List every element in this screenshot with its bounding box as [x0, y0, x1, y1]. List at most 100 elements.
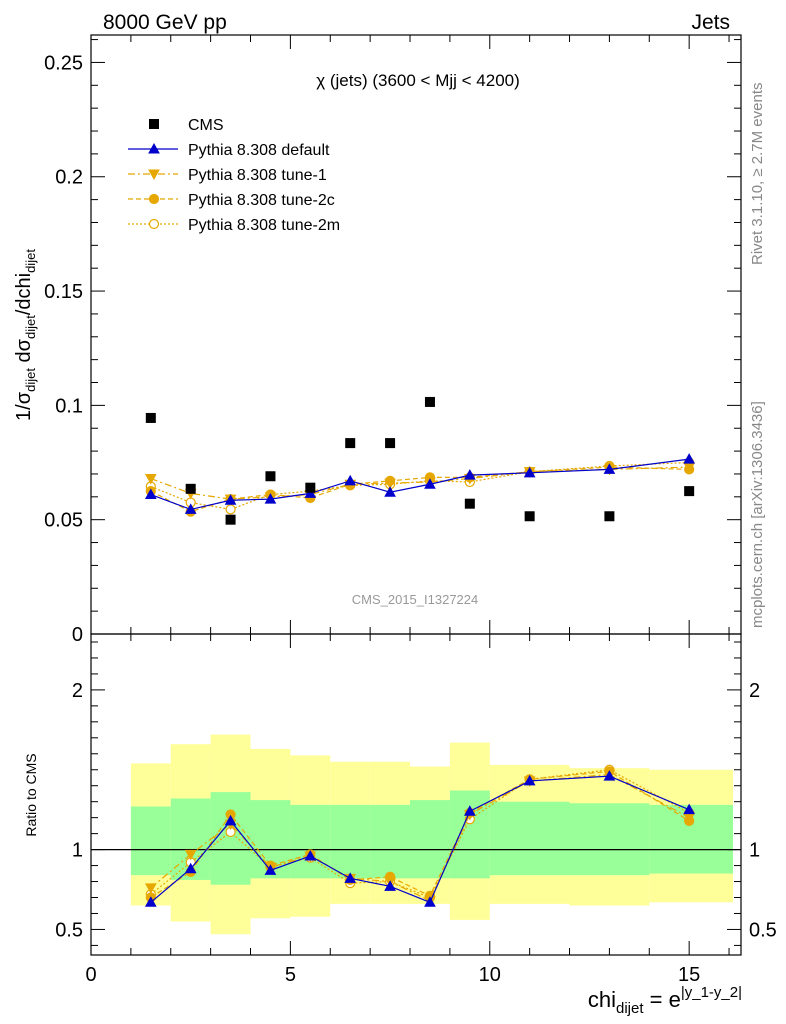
- ratio-band-inner: [489, 801, 570, 876]
- ratio-point-default: [304, 849, 317, 861]
- cms-point: [305, 482, 316, 493]
- ratio-band-inner: [290, 804, 331, 879]
- xlabel-base: chi: [588, 987, 616, 1012]
- ylabel-sub3: dijet: [23, 249, 38, 273]
- ylabel-sub1: dijet: [23, 368, 38, 392]
- ylabel-mid: dσ: [13, 338, 35, 368]
- legend-marker-default: [148, 142, 160, 154]
- ratio-point-default: [683, 803, 696, 815]
- legend-item-default: Pythia 8.308 default: [128, 142, 330, 159]
- legend-label: Pythia 8.308 tune-1: [188, 167, 327, 184]
- header-left: 8000 GeV pp: [103, 11, 227, 34]
- y-tick-label-main: 0: [72, 624, 83, 646]
- legend-item-tune2m: Pythia 8.308 tune-2m: [128, 217, 340, 234]
- cms-point: [225, 514, 236, 525]
- x-tick-label: 5: [285, 964, 296, 986]
- legend-item-tune1: Pythia 8.308 tune-1: [128, 167, 327, 184]
- xlabel-sup: |y_1-y_2|: [681, 984, 742, 1001]
- ratio-point-default: [603, 770, 616, 781]
- ratio-point-default: [144, 896, 157, 907]
- ratio-point-default: [264, 864, 277, 875]
- ratio-frame: [90, 633, 742, 956]
- x-tick-label: 10: [479, 964, 501, 986]
- cms-point: [684, 486, 695, 497]
- legend-marker-cms: [149, 119, 159, 129]
- ratio-point-default: [344, 872, 357, 883]
- cms-point: [464, 498, 475, 509]
- ratio-point-default: [424, 896, 436, 907]
- y-tick-label-ratio-right: 2: [749, 680, 760, 702]
- y-tick-label-main: 0.05: [44, 510, 83, 532]
- x-tick-label: 0: [85, 964, 96, 986]
- ratio-point-default: [184, 862, 197, 874]
- main-line-tune2c: [150, 466, 690, 513]
- cms-point: [604, 511, 615, 522]
- main-point-default: [264, 493, 277, 504]
- ylabel-prefix: 1/σ: [13, 391, 35, 421]
- y-tick-label-ratio-right: 1: [749, 840, 760, 862]
- main-point-default: [144, 488, 157, 500]
- ylabel-sub2: dijet: [23, 315, 38, 339]
- analysis-watermark: CMS_2015_I1327224: [352, 592, 479, 607]
- main-point-default: [224, 494, 237, 505]
- legend-label: Pythia 8.308 tune-2c: [188, 192, 335, 209]
- legend-label: Pythia 8.308 default: [188, 142, 330, 159]
- main-point-tune1: [384, 478, 396, 490]
- ratio-band-inner: [410, 800, 450, 879]
- ratio-line-default: [150, 775, 690, 904]
- legend-marker-tune1: [148, 169, 160, 181]
- legend-label: Pythia 8.308 tune-2m: [188, 217, 340, 234]
- main-point-tune1: [144, 474, 157, 485]
- legend-item-cms: CMS: [149, 117, 224, 134]
- y-tick-label-main: 0.2: [55, 167, 83, 189]
- y-tick-label-ratio-right: 0.5: [749, 919, 777, 941]
- legend-marker-tune2m: [148, 218, 160, 230]
- y-axis-label-ratio: Ratio to CMS: [23, 753, 39, 836]
- y-tick-label-ratio: 0.5: [55, 919, 83, 941]
- ratio-line-tune2m: [150, 769, 690, 899]
- main-point-tune2m: [225, 504, 236, 515]
- ratio-band-inner: [130, 806, 171, 876]
- main-point-default: [344, 474, 357, 486]
- legend-marker-tune2c: [148, 193, 160, 205]
- cms-point: [345, 438, 356, 449]
- ratio-point-default: [384, 880, 396, 891]
- ratio-line-tune2c: [150, 770, 690, 899]
- ratio-band-inner: [330, 804, 371, 879]
- y-tick-label-main: 0.1: [55, 395, 83, 417]
- main-point-default: [603, 463, 616, 474]
- main-point-default: [184, 503, 197, 514]
- ratio-point-tune1: [184, 849, 197, 861]
- xlabel-sub: dijet: [616, 1000, 644, 1017]
- ratio-band-inner: [569, 803, 650, 876]
- y-tick-label-ratio: 1: [72, 840, 83, 862]
- header-right: Jets: [691, 11, 730, 34]
- main-point-default: [424, 478, 436, 489]
- main-point-default: [463, 469, 476, 480]
- x-axis-label: chidijet = e|y_1-y_2|: [588, 984, 742, 1017]
- main-point-default: [523, 466, 536, 478]
- cms-point: [385, 438, 396, 449]
- main-line-default: [150, 458, 690, 511]
- legend-item-tune2c: Pythia 8.308 tune-2c: [128, 192, 335, 209]
- cms-point: [265, 471, 276, 482]
- main-point-default: [384, 486, 396, 497]
- ratio-panel: [91, 734, 741, 935]
- cms-point: [185, 483, 196, 494]
- ratio-point-default: [463, 805, 476, 816]
- main-point-default: [304, 487, 317, 498]
- y-tick-label-main: 0.15: [44, 281, 83, 303]
- cms-point: [524, 511, 535, 522]
- cms-point: [145, 412, 156, 423]
- ratio-point-default: [224, 814, 237, 826]
- y-tick-label-main: 0.25: [44, 52, 83, 74]
- cms-point: [424, 396, 435, 407]
- ratio-point-tune1: [144, 883, 157, 894]
- y-tick-label-ratio: 2: [72, 680, 83, 702]
- mcplots-label: mcplots.cern.ch [arXiv:1306.3436]: [749, 401, 766, 628]
- ylabel-tail: /dchi: [13, 273, 35, 315]
- main-panel: [144, 396, 696, 525]
- main-line-tune1: [150, 466, 690, 500]
- main-point-default: [683, 453, 696, 464]
